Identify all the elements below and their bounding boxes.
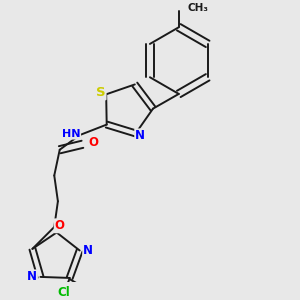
Text: N: N bbox=[135, 129, 145, 142]
Text: Cl: Cl bbox=[57, 286, 70, 299]
Text: O: O bbox=[88, 136, 98, 149]
Text: O: O bbox=[55, 219, 65, 232]
Text: N: N bbox=[83, 244, 93, 257]
Text: N: N bbox=[27, 270, 37, 284]
Text: S: S bbox=[96, 86, 106, 99]
Text: CH₃: CH₃ bbox=[188, 2, 209, 13]
Text: HN: HN bbox=[62, 129, 80, 139]
